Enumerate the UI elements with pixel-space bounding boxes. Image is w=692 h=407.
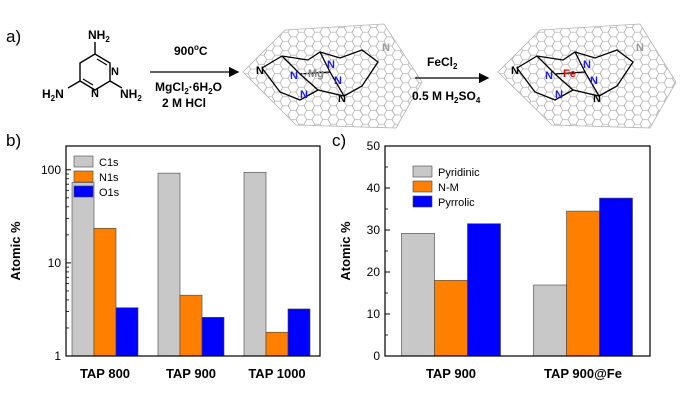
mg-n4-graphene-structure: Mg N N N N N N N <box>242 23 423 129</box>
y-axis-title: Atomic % <box>8 221 23 281</box>
ring-nitrogen: N <box>91 88 99 100</box>
panel-c-chart: TAP 900 TAP 900@Fe 0 10 20 30 40 50 Atomic % Pyri… <box>338 139 651 381</box>
coordinating-n: N <box>555 89 563 101</box>
legend-label: N-M <box>438 182 459 194</box>
bar-pyrrolic-tap-900-fe <box>599 197 633 357</box>
ring-double-bond <box>96 58 108 66</box>
coordinating-n: N <box>334 75 342 87</box>
bar-o1s-tap-900 <box>201 317 225 357</box>
n4-macrocycle <box>261 49 379 101</box>
bar-n1s-tap-800 <box>93 228 117 357</box>
bar-n-m-tap-900 <box>434 280 468 357</box>
edge-n: N <box>382 42 390 54</box>
amine-bond <box>109 80 123 89</box>
legend-label: N1s <box>99 172 119 184</box>
step1-reagent-hcl: 2 M HCl <box>162 96 206 110</box>
legend-swatch <box>73 185 94 198</box>
legend-swatch <box>412 165 433 178</box>
y-tick-label: 20 <box>367 265 381 279</box>
panel-a: a) NH2 H2N NH2 N N 900oC MgCl2·6H2O 2 M … <box>6 23 677 129</box>
legend-label: O1s <box>99 187 120 199</box>
legend-swatch <box>412 195 433 208</box>
panel-b-label: b) <box>6 131 21 150</box>
x-tick-label: TAP 800 <box>80 366 130 381</box>
coordinating-n: N <box>583 59 591 71</box>
amine-bond <box>67 80 81 89</box>
step1-temperature: 900oC <box>174 43 208 58</box>
plot-frame <box>65 145 321 357</box>
y-tick-label: 10 <box>367 307 381 321</box>
coordinating-n: N <box>545 70 553 82</box>
macrocycle-bonds <box>281 51 345 97</box>
n4-macrocycle <box>516 49 634 101</box>
bar-n1s-tap-900 <box>179 294 203 357</box>
bar-c1s-tap-1000 <box>243 171 267 357</box>
x-tick-label: TAP 900 <box>426 366 476 381</box>
coordinating-n: N <box>290 70 298 82</box>
triaminopyrimidine-structure: NH2 H2N NH2 N N <box>42 28 142 103</box>
coordinating-n: N <box>327 59 335 71</box>
bar-pyridinic-tap-900 <box>401 233 435 357</box>
pyridinic-n: N <box>256 65 264 77</box>
bar-n-m-tap-900-fe <box>566 210 600 357</box>
legend-swatch <box>412 180 433 193</box>
amine-left: H2N <box>42 87 64 103</box>
ring-nitrogen: N <box>111 66 119 78</box>
x-tick-label: TAP 1000 <box>248 366 305 381</box>
bar-o1s-tap-1000 <box>287 308 311 357</box>
legend-label: Pyridinic <box>438 167 480 179</box>
y-axis-title: Atomic % <box>338 221 353 281</box>
ring-double-bond <box>82 78 94 86</box>
bar-pyridinic-tap-900-fe <box>533 284 567 357</box>
y-tick-label: 1 <box>54 349 61 363</box>
bar-o1s-tap-800 <box>115 307 139 357</box>
pyridinic-n: N <box>511 65 519 77</box>
panel-a-label: a) <box>6 27 21 46</box>
amine-top: NH2 <box>88 28 110 44</box>
fe-n4-graphene-structure: Fe N N N N N N N <box>497 23 677 129</box>
y-tick-label: 100 <box>41 163 61 177</box>
bar-pyrrolic-tap-900 <box>467 223 501 357</box>
mg-center: Mg <box>308 68 324 80</box>
bar-n1s-tap-1000 <box>265 331 289 357</box>
x-tick-label: TAP 900@Fe <box>544 366 622 381</box>
step2-reagent-h2so4: 0.5 M H2SO4 <box>412 89 481 105</box>
y-tick-label: 50 <box>367 139 381 153</box>
bar-c1s-tap-800 <box>71 182 95 357</box>
fe-center: Fe <box>563 68 576 80</box>
y-tick-label: 0 <box>373 349 380 363</box>
bar-c1s-tap-900 <box>157 172 181 357</box>
legend-label: Pyrrolic <box>438 197 475 209</box>
pyrimidine-ring <box>79 53 111 91</box>
edge-n: N <box>636 42 644 54</box>
y-tick-label: 30 <box>367 223 381 237</box>
panel-c-label: c) <box>332 131 346 150</box>
pyridinic-n: N <box>593 93 601 105</box>
amine-right: NH2 <box>120 87 142 103</box>
legend-swatch <box>73 170 94 183</box>
coordinating-n: N <box>590 75 598 87</box>
macrocycle-bonds <box>536 51 600 97</box>
pyridinic-n: N <box>338 93 346 105</box>
coordinating-n: N <box>300 89 308 101</box>
legend-label: C1s <box>99 157 119 169</box>
step1-reagent-mgcl2: MgCl2·6H2O <box>155 80 222 96</box>
panel-b-chart: TAP 800 TAP 900 TAP 1000 1 10 100 Atomic % C1s N… <box>8 145 321 381</box>
y-tick-label: 40 <box>367 181 381 195</box>
x-tick-label: TAP 900 <box>166 366 216 381</box>
y-tick-label: 10 <box>48 256 62 270</box>
step2-reagent-fecl2: FeCl2 <box>427 55 458 71</box>
legend-swatch <box>73 155 94 168</box>
